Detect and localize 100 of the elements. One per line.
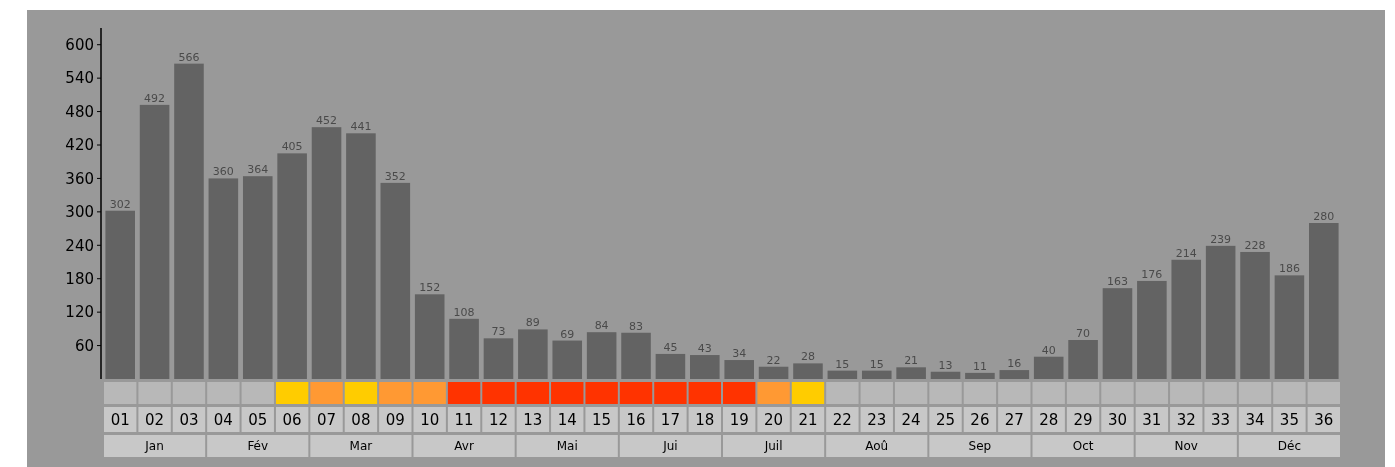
y-tick-label: 240 <box>65 236 94 255</box>
text: Nov <box>1174 439 1198 454</box>
x-tick-label: 11 <box>454 411 474 430</box>
data-label: 452 <box>316 114 338 128</box>
text: Sep <box>968 439 992 454</box>
bar <box>758 366 789 379</box>
data-label: 152 <box>419 281 441 295</box>
data-label: 45 <box>663 340 678 354</box>
x-tick-label: 16 <box>626 411 646 430</box>
bar <box>690 355 720 379</box>
x-tick-label: 18 <box>695 411 715 430</box>
bar <box>1205 245 1236 379</box>
y-tick-label: 300 <box>65 203 94 222</box>
x-tick-label: 06 <box>282 411 302 430</box>
bar <box>311 127 342 379</box>
x-tick-label: 21 <box>798 411 818 430</box>
bar <box>139 104 170 379</box>
bar <box>965 372 995 379</box>
y-tick-label: 360 <box>65 169 94 188</box>
x-tick-label: 36 <box>1314 411 1334 430</box>
bar <box>414 294 445 379</box>
x-tick-label: 07 <box>316 411 337 430</box>
x-tick-label: 27 <box>1004 411 1024 430</box>
data-label: 108 <box>453 305 475 319</box>
data-label: 43 <box>697 342 712 356</box>
bar <box>208 178 239 379</box>
data-label: 352 <box>384 169 406 183</box>
bar <box>930 371 961 379</box>
data-label: 364 <box>247 163 269 177</box>
data-label: 214 <box>1175 246 1197 260</box>
bar <box>518 329 548 379</box>
bar <box>861 370 892 379</box>
bar <box>1033 356 1064 379</box>
data-label: 360 <box>212 165 234 179</box>
y-tick-label: 120 <box>65 303 94 322</box>
text: Mai <box>556 439 578 454</box>
data-label: 186 <box>1278 262 1300 276</box>
bar <box>1309 223 1339 379</box>
data-label: 83 <box>629 319 644 333</box>
data-label: 11 <box>972 359 987 373</box>
x-tick-label: 31 <box>1142 411 1162 430</box>
bar <box>380 182 411 379</box>
x-tick-label: 08 <box>351 411 371 430</box>
bar <box>621 332 651 379</box>
bar <box>896 367 926 379</box>
bar <box>724 360 754 379</box>
x-tick-label: 14 <box>557 411 577 430</box>
data-label: 16 <box>1007 357 1022 371</box>
x-tick-label: 05 <box>248 411 268 430</box>
x-tick-label: 22 <box>832 411 852 430</box>
data-label: 15 <box>835 357 850 371</box>
bar <box>174 63 204 379</box>
bar <box>483 338 514 379</box>
bar <box>1171 259 1202 379</box>
bar <box>1068 340 1098 379</box>
data-label: 89 <box>525 316 540 330</box>
text: Oct <box>1072 439 1094 454</box>
data-label: 40 <box>1041 343 1056 357</box>
x-tick-label: 34 <box>1245 411 1265 430</box>
bar <box>346 133 376 379</box>
x-tick-label: 24 <box>901 411 921 430</box>
text: Jui <box>662 439 678 454</box>
x-tick-label: 26 <box>970 411 990 430</box>
x-tick-label: 29 <box>1073 411 1093 430</box>
data-label: 21 <box>904 354 919 368</box>
text: Déc <box>1277 439 1302 454</box>
data-label: 280 <box>1313 210 1335 223</box>
bar <box>827 370 858 379</box>
bar <box>449 318 479 379</box>
bar <box>105 210 135 379</box>
x-tick-label: 12 <box>488 411 509 430</box>
text: Aoû <box>865 439 889 454</box>
x-tick-label: 04 <box>213 411 233 430</box>
x-tick-label: 10 <box>420 411 440 430</box>
data-label: 163 <box>1106 275 1128 289</box>
bar <box>1240 251 1270 379</box>
text: Fév <box>247 439 269 454</box>
x-tick-label: 25 <box>935 411 956 430</box>
data-label: 15 <box>869 357 884 371</box>
bar <box>1274 275 1305 379</box>
x-tick-label: 09 <box>385 411 405 430</box>
text: Jan <box>144 439 164 454</box>
data-label: 84 <box>594 319 609 333</box>
data-label: 70 <box>1076 327 1091 340</box>
text: Avr <box>454 439 474 454</box>
data-label: 492 <box>144 91 166 105</box>
data-label: 69 <box>560 327 575 341</box>
x-tick-label: 02 <box>145 411 165 430</box>
data-label: 73 <box>491 325 506 339</box>
data-label: 22 <box>766 353 781 367</box>
x-tick-label: 33 <box>1211 411 1231 430</box>
x-tick-label: 03 <box>179 411 199 430</box>
bar <box>655 353 686 379</box>
data-label: 176 <box>1141 267 1163 281</box>
y-tick-label: 180 <box>65 269 94 288</box>
x-tick-label: 23 <box>867 411 887 430</box>
bar <box>999 370 1030 379</box>
bar <box>1137 280 1167 379</box>
y-tick-label: 540 <box>65 69 94 88</box>
x-tick-label: 13 <box>523 411 543 430</box>
